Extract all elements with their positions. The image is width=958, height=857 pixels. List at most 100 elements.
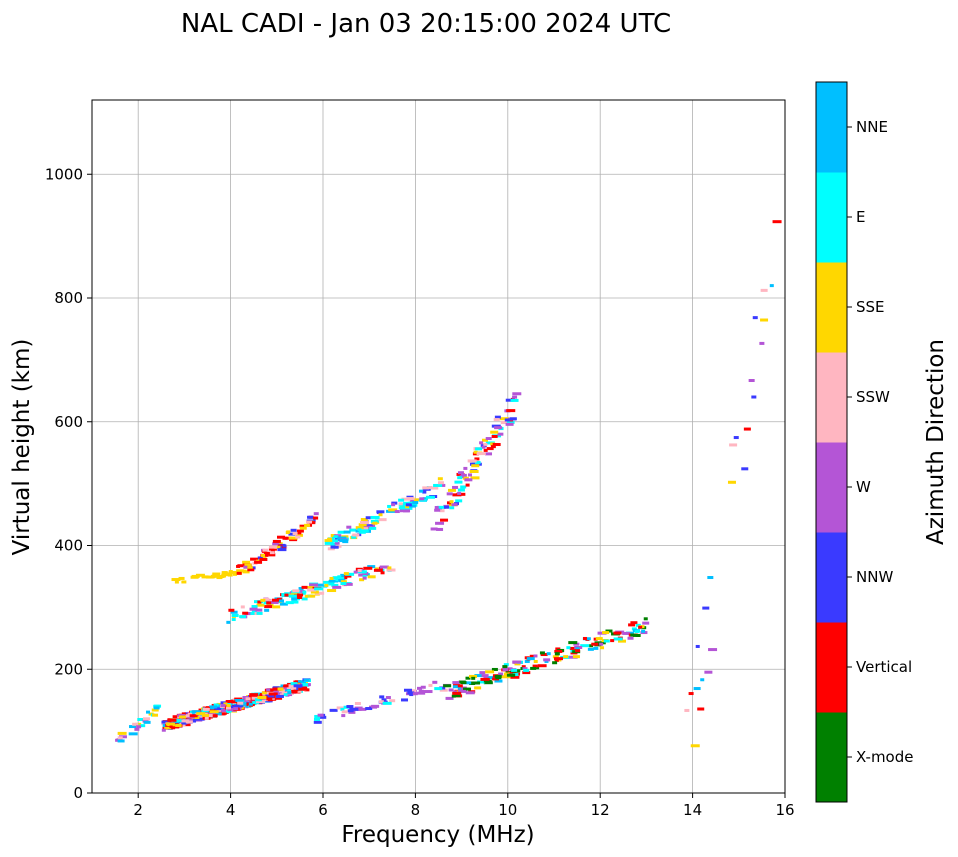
echo-point (702, 606, 710, 610)
echo-point (265, 694, 275, 698)
echo-point (313, 512, 319, 516)
echo-point (505, 422, 514, 426)
chart-title: NAL CADI - Jan 03 20:15:00 2024 UTC (181, 9, 671, 39)
echo-point (363, 525, 373, 529)
echo-point (499, 417, 509, 421)
echo-point (602, 631, 610, 635)
echo-point (470, 476, 480, 480)
plot-frame (91, 99, 786, 794)
echo-point (223, 702, 228, 706)
echo-point (279, 691, 288, 695)
echo-point (512, 660, 522, 664)
echo-point (760, 288, 768, 292)
echo-point (172, 721, 180, 725)
echo-point (295, 535, 301, 539)
echo-point (340, 573, 348, 577)
echo-point (355, 526, 364, 530)
echo-point (283, 688, 291, 692)
echo-point (443, 684, 452, 688)
echo-point (295, 533, 303, 537)
y-tick-label: 800 (54, 289, 83, 307)
echo-point (234, 699, 244, 703)
echo-point (337, 530, 345, 534)
echo-point (237, 701, 244, 705)
echo-point (340, 580, 347, 584)
echo-point (467, 473, 472, 477)
echo-point (242, 560, 251, 564)
echo-point (443, 505, 449, 509)
echo-point (599, 642, 604, 646)
echo-point (327, 537, 333, 541)
echo-point (643, 617, 648, 621)
echo-point (733, 436, 739, 440)
echo-point (613, 631, 622, 635)
echo-point (594, 641, 603, 645)
echo-point (304, 523, 311, 527)
echo-point (245, 697, 251, 701)
echo-point (462, 681, 472, 685)
echo-point (583, 636, 588, 640)
echo-point (340, 707, 345, 711)
echo-point (332, 585, 342, 589)
echo-point (412, 692, 418, 696)
echo-point (317, 713, 324, 717)
echo-point (401, 698, 409, 702)
echo-point (370, 515, 380, 519)
echo-point (388, 508, 398, 512)
echo-point (240, 605, 245, 609)
echo-point (264, 608, 270, 612)
echo-point (307, 588, 317, 592)
echo-point (227, 573, 233, 577)
echo-point (471, 676, 476, 680)
echo-point (268, 547, 277, 551)
echo-point (381, 698, 387, 702)
echo-point (341, 710, 348, 714)
echo-point (334, 541, 340, 545)
echo-point (257, 556, 263, 560)
echo-point (162, 720, 171, 724)
echo-point (330, 545, 336, 549)
echo-point (272, 598, 280, 602)
echo-point (276, 535, 285, 539)
echo-point (535, 666, 540, 670)
echo-point (600, 646, 605, 650)
echo-point (207, 714, 214, 718)
echo-point (371, 704, 380, 708)
echo-point (491, 434, 498, 438)
echo-point (359, 578, 365, 582)
echo-point (329, 708, 338, 712)
echo-point (361, 570, 367, 574)
echo-point (475, 447, 483, 451)
echo-point (378, 700, 384, 704)
echo-point (209, 707, 214, 711)
echo-point (239, 615, 247, 619)
echo-point (309, 594, 316, 598)
echo-point (201, 709, 209, 713)
y-tick-label: 1000 (45, 165, 83, 183)
echo-point (287, 693, 293, 697)
echo-point (138, 724, 146, 728)
echo-point (385, 696, 391, 700)
echo-point (490, 430, 499, 434)
echo-point (503, 663, 509, 667)
echo-point (351, 535, 357, 539)
echo-point (465, 483, 470, 487)
echo-point (302, 683, 309, 687)
echo-point (216, 702, 222, 706)
echo-point (418, 689, 424, 693)
echo-point (162, 723, 168, 727)
x-tick-label: 14 (683, 801, 702, 819)
echo-point (294, 680, 301, 684)
echo-point (243, 565, 248, 569)
echo-point (417, 691, 426, 695)
echo-point (242, 611, 249, 615)
echo-point (497, 432, 504, 436)
echo-point (452, 485, 459, 489)
y-tick-label: 400 (54, 537, 83, 555)
echo-point (313, 516, 319, 520)
echo-point (479, 671, 486, 675)
echo-point (382, 701, 392, 705)
echo-point (420, 685, 426, 689)
echo-point (249, 607, 258, 611)
x-tick-label: 2 (133, 801, 143, 819)
